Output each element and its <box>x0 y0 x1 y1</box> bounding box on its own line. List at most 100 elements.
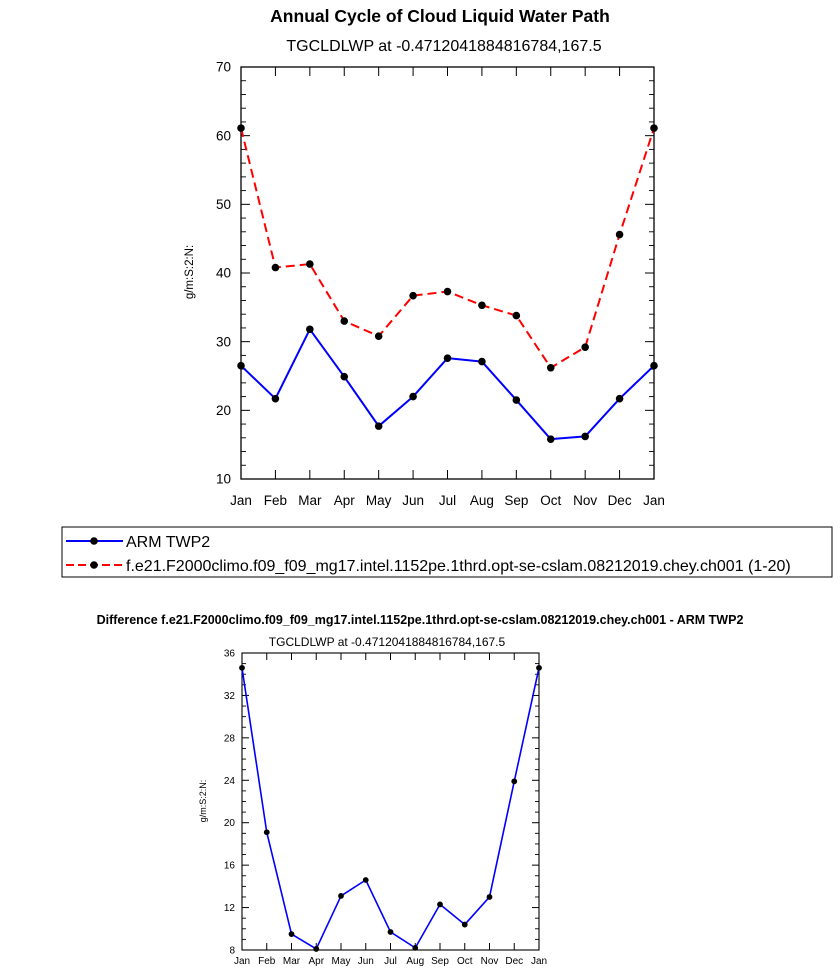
y-tick-label: 20 <box>224 818 236 829</box>
series-line <box>241 667 540 950</box>
chart-1-ticks <box>240 66 655 480</box>
y-tick-label: 36 <box>224 649 236 660</box>
data-point <box>581 343 589 351</box>
chart-1-title: Annual Cycle of Cloud Liquid Water Path <box>270 6 610 26</box>
data-point <box>478 357 486 366</box>
x-tick-label: Apr <box>334 493 356 508</box>
y-tick-label: 50 <box>216 197 231 212</box>
data-point <box>387 929 394 935</box>
legend: ARM TWP2 f.e21.F2000climo.f09_f09_mg17.i… <box>61 526 833 578</box>
x-tick-label: Oct <box>457 956 473 967</box>
data-point <box>437 901 443 908</box>
x-tick-label: Jan <box>234 956 250 967</box>
x-tick-label: Jan <box>531 956 547 967</box>
data-point <box>511 778 518 785</box>
y-tick-label: 24 <box>224 776 236 787</box>
data-point <box>546 363 555 372</box>
data-point <box>237 124 245 132</box>
chart-2-y-axis-label: g/m:S:2:N: <box>198 780 208 823</box>
chart-2-subtitle: TGCLDLWP at -0.4712041884816784,167.5 <box>269 635 506 649</box>
data-point <box>615 230 624 239</box>
x-tick-label: Dec <box>505 956 523 967</box>
legend-model-label: f.e21.F2000climo.f09_f09_mg17.intel.1152… <box>126 558 791 575</box>
chart-1-tick-labels: Jan Feb Mar Apr May Jun Jul Aug Sep Oct Nov Dec Jan 1… <box>216 60 665 508</box>
x-tick-label: Jun <box>358 956 374 967</box>
data-point <box>313 946 320 952</box>
data-point <box>338 893 344 899</box>
y-tick-label: 60 <box>216 128 231 143</box>
chart-1-y-axis-label: g/m:S:2:N: <box>184 245 196 299</box>
data-point <box>239 664 245 671</box>
data-point <box>271 394 280 403</box>
data-point <box>237 361 245 370</box>
data-point <box>486 894 493 900</box>
data-point <box>288 931 295 937</box>
x-tick-label: Jan <box>230 493 252 508</box>
data-point <box>340 372 349 381</box>
series-line <box>240 127 655 369</box>
data-point <box>409 392 417 401</box>
data-point <box>412 944 419 951</box>
data-point <box>362 877 369 883</box>
data-point <box>650 124 658 132</box>
data-point <box>374 422 383 430</box>
data-point <box>581 432 589 441</box>
chart-1-plot-frame <box>240 66 655 480</box>
data-point <box>536 664 542 671</box>
data-point <box>615 394 624 403</box>
y-tick-label: 12 <box>224 903 236 914</box>
y-tick-label: 30 <box>216 334 231 349</box>
legend-model-marker <box>90 561 98 569</box>
data-point <box>512 311 521 320</box>
y-tick-label: 28 <box>224 733 236 744</box>
x-tick-label: Jul <box>439 493 456 508</box>
chart-2: Difference f.e21.F2000climo.f09_f09_mg17… <box>97 613 744 967</box>
y-tick-label: 40 <box>216 266 231 281</box>
y-tick-label: 70 <box>216 60 231 75</box>
legend-arm-marker <box>90 537 98 545</box>
data-point <box>478 301 486 310</box>
data-point <box>306 260 314 268</box>
legend-arm-label: ARM TWP2 <box>126 534 210 551</box>
data-point <box>340 317 349 325</box>
y-tick-label: 16 <box>224 861 236 872</box>
data-point <box>409 291 417 300</box>
data-point <box>443 354 452 362</box>
x-tick-label: Mar <box>298 493 322 508</box>
chart-1: Annual Cycle of Cloud Liquid Water Path … <box>184 6 665 508</box>
data-point <box>271 263 280 272</box>
legend-entry-arm: ARM TWP2 <box>66 534 210 551</box>
x-tick-label: Jan <box>643 493 665 508</box>
data-point <box>546 435 555 443</box>
x-tick-label: Jul <box>384 956 397 967</box>
x-tick-label: Sep <box>431 956 449 967</box>
x-tick-label: Sep <box>504 493 528 508</box>
data-point <box>512 396 521 404</box>
x-tick-label: May <box>366 493 392 508</box>
y-tick-label: 10 <box>216 472 231 487</box>
x-tick-label: Mar <box>283 956 301 967</box>
chart-2-series-group <box>239 664 542 952</box>
data-point <box>374 332 383 340</box>
x-tick-label: Feb <box>258 956 276 967</box>
data-point <box>306 325 314 334</box>
y-tick-label: 8 <box>229 946 235 957</box>
x-tick-label: Nov <box>481 956 499 967</box>
y-tick-label: 20 <box>216 403 231 418</box>
chart-1-series-group <box>237 124 658 443</box>
chart-1-subtitle: TGCLDLWP at -0.4712041884816784,167.5 <box>286 38 601 55</box>
data-point <box>263 829 270 836</box>
chart-2-title: Difference f.e21.F2000climo.f09_f09_mg17… <box>97 613 744 627</box>
y-tick-label: 32 <box>224 691 236 702</box>
x-tick-label: Apr <box>308 956 324 967</box>
data-point <box>443 287 452 296</box>
x-tick-label: Oct <box>540 493 561 508</box>
chart-2-tick-labels: Jan Feb Mar Apr May Jun Jul Aug Sep Oct Nov Dec Jan8… <box>224 649 547 968</box>
series-line <box>240 328 655 441</box>
x-tick-label: Aug <box>406 956 424 967</box>
chart-2-plot-frame <box>241 652 540 951</box>
chart-2-ticks <box>241 652 540 951</box>
data-point <box>461 921 468 928</box>
x-tick-label: May <box>332 956 351 967</box>
